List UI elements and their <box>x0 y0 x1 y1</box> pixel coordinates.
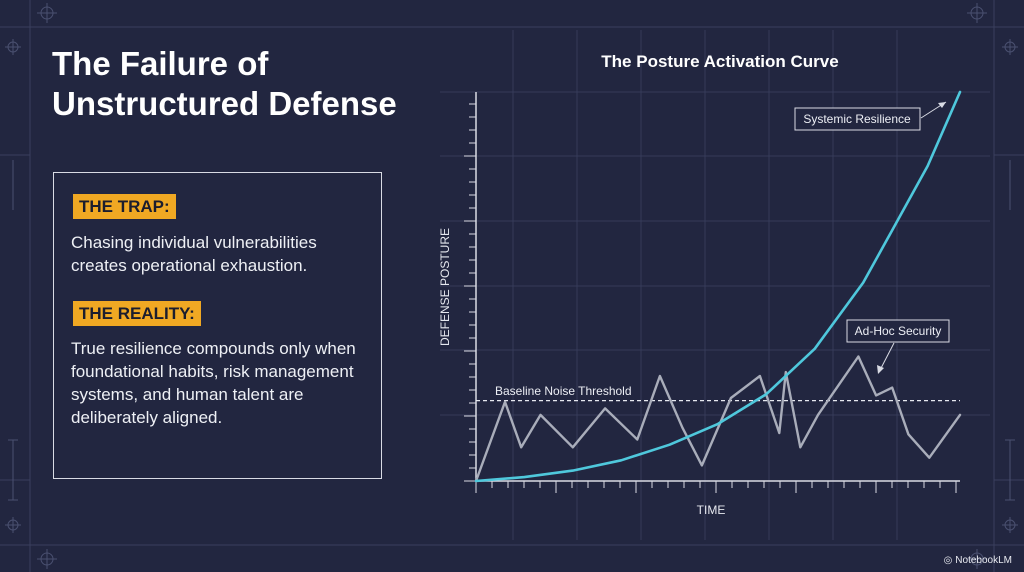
y-axis <box>464 92 477 482</box>
x-axis <box>475 480 960 493</box>
series-line-systemic-resilience <box>474 90 962 483</box>
arrowhead-icon <box>938 102 946 108</box>
annotation-ad-hoc-security: Ad-Hoc Security <box>846 319 950 374</box>
crosshair-icon <box>37 549 57 569</box>
brand-name: NotebookLM <box>955 555 1012 566</box>
reality-text: True resilience compounds only when foun… <box>71 339 356 427</box>
x-axis-label: TIME <box>697 503 726 517</box>
threshold-label: Baseline Noise Threshold <box>495 384 632 398</box>
annotation-ad-hoc-security-text: Ad-Hoc Security <box>855 324 942 338</box>
chart-title: The Posture Activation Curve <box>601 52 838 71</box>
annotation-systemic-resilience-text: Systemic Resilience <box>803 112 911 126</box>
notebooklm-logo-icon: ◎ <box>943 555 953 566</box>
reality-label: THE REALITY: <box>73 301 201 326</box>
crosshair-icon <box>37 3 57 23</box>
title-line-2: Unstructured Defense <box>52 85 397 122</box>
crosshair-icon <box>1002 39 1018 55</box>
brand-footer: ◎ NotebookLM <box>944 555 1012 566</box>
trap-label: THE TRAP: <box>73 194 176 219</box>
explanation-panel: THE TRAP: Chasing individual vulnerabili… <box>53 172 382 479</box>
crosshair-icon <box>5 39 21 55</box>
title-line-1: The Failure of <box>52 45 269 82</box>
y-axis-label: DEFENSE POSTURE <box>438 228 452 346</box>
chart-grid <box>440 30 990 540</box>
annotation-systemic-resilience: Systemic Resilience <box>794 101 947 131</box>
series-layer <box>474 90 962 483</box>
crosshair-icon <box>967 3 987 23</box>
slide-title: The Failure of Unstructured Defense <box>52 44 397 124</box>
crosshair-icon <box>5 517 21 533</box>
arrowhead-icon <box>877 365 884 374</box>
crosshair-icon <box>1002 517 1018 533</box>
crosshair-icon <box>967 549 987 569</box>
trap-text: Chasing individual vulnerabilities creat… <box>71 233 317 275</box>
series-line-ad-hoc-security <box>474 355 962 483</box>
